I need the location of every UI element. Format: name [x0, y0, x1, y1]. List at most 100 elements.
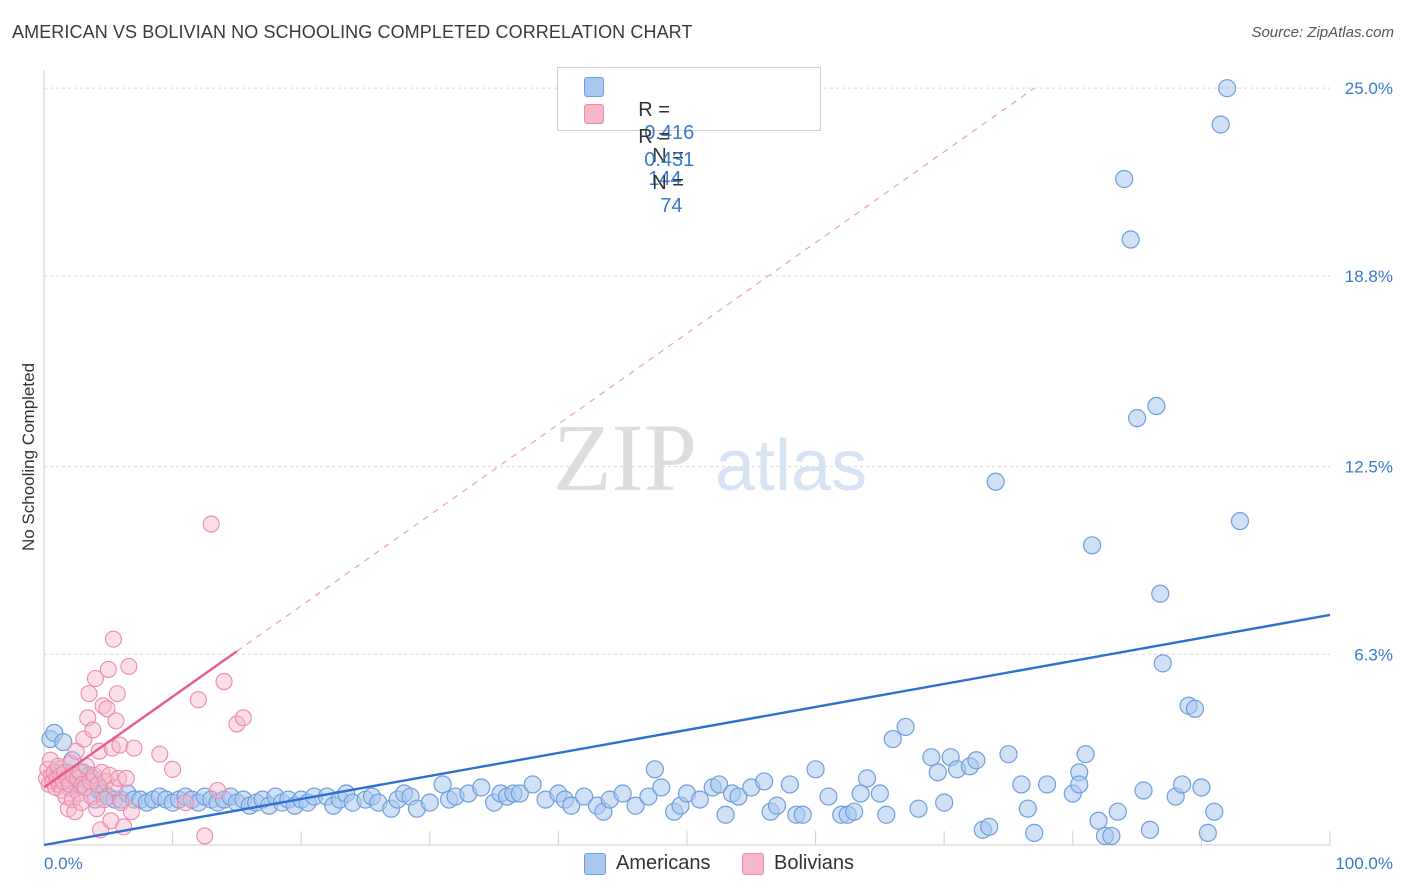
american-point — [935, 793, 954, 812]
legend-row-bolivians: R = 0.431 N = 74 — [616, 103, 694, 217]
bolivian-point — [125, 739, 143, 757]
american-point — [1012, 775, 1031, 794]
american-point — [652, 778, 671, 797]
american-point — [575, 787, 594, 806]
bolivian-point — [99, 660, 117, 678]
american-point — [690, 790, 709, 809]
tick-labels: 6.3% 12.5% 18.8% 25.0% 0.0% 100.0% — [44, 79, 1393, 873]
american-point — [1173, 775, 1192, 794]
american-point — [851, 784, 870, 803]
bolivian-point — [176, 794, 195, 812]
american-points — [41, 79, 1250, 846]
american-point — [523, 775, 542, 794]
watermark: ZIP atlas — [553, 404, 867, 511]
american-point — [626, 796, 645, 815]
chart-title: AMERICAN VS BOLIVIAN NO SCHOOLING COMPLE… — [12, 22, 693, 42]
bolivian-point — [122, 803, 140, 821]
legend-n-value-americans: 144 — [648, 168, 682, 190]
american-point — [613, 784, 632, 803]
bolivian-point — [98, 700, 116, 718]
american-point — [877, 805, 896, 824]
american-point — [710, 775, 729, 794]
american-trend-line — [43, 613, 1331, 847]
source-credit: Source: ZipAtlas.com — [1251, 24, 1394, 41]
trend-lines — [43, 87, 1331, 847]
american-point — [1192, 778, 1211, 797]
american-point — [767, 796, 787, 815]
bolivian-point — [107, 712, 125, 730]
american-point — [562, 796, 581, 815]
legend-row-americans: R = 0.416 N = 144 — [616, 76, 694, 190]
bolivian-point — [234, 709, 252, 727]
bolivian-point — [108, 685, 126, 703]
bolivian-point — [66, 803, 84, 821]
american-point — [793, 805, 812, 824]
american-point — [1147, 396, 1166, 416]
bolivian-point — [151, 745, 169, 763]
y-tick-label: 12.5% — [1345, 458, 1393, 477]
american-point — [909, 799, 928, 818]
american-point — [1121, 230, 1140, 249]
american-point — [1211, 115, 1230, 134]
legend-swatch-bolivians — [742, 853, 764, 875]
watermark-atlas: atlas — [715, 426, 867, 506]
grid-lines — [44, 87, 1330, 655]
american-point — [857, 769, 877, 788]
legend-n-value-bolivians: 74 — [660, 195, 683, 217]
american-point — [986, 472, 1005, 491]
y-tick-label: 6.3% — [1354, 645, 1393, 664]
legend-r-label: R = — [638, 126, 670, 148]
american-point — [1151, 584, 1170, 603]
legend-swatch-americans — [584, 77, 604, 97]
american-point — [1070, 775, 1089, 794]
american-point — [755, 772, 774, 791]
american-point — [780, 775, 799, 794]
bolivian-point — [75, 730, 93, 748]
bolivian-point — [90, 742, 108, 760]
bolivian-point — [209, 781, 227, 800]
american-point — [1140, 820, 1160, 839]
stats-legend: R = 0.416 N = 144 R = 0.431 N = 74 — [557, 67, 821, 217]
legend-label-americans: Americans — [616, 852, 711, 874]
american-point — [922, 748, 941, 767]
american-point — [819, 787, 838, 806]
bolivian-point — [215, 672, 233, 691]
american-point — [716, 805, 735, 824]
american-point — [1115, 169, 1134, 189]
american-point — [896, 717, 915, 737]
bolivian-point — [106, 778, 124, 797]
american-point — [1037, 775, 1057, 794]
american-point — [883, 729, 902, 749]
american-point — [1134, 781, 1153, 800]
american-point — [806, 760, 825, 779]
legend-r-value-bolivians: 0.431 — [644, 149, 695, 171]
american-point — [510, 784, 529, 803]
bolivian-point — [228, 715, 246, 733]
bolivian-point — [196, 827, 214, 845]
american-point — [1218, 79, 1237, 98]
american-point — [1153, 654, 1172, 673]
american-point — [1102, 826, 1121, 846]
american-point — [1230, 511, 1250, 531]
american-point — [639, 787, 658, 806]
legend-n-label: N = — [652, 145, 684, 167]
bolivian-point — [80, 685, 98, 703]
bolivian-point — [95, 791, 113, 809]
american-point — [729, 787, 748, 806]
bolivian-point — [189, 691, 207, 709]
american-point — [1076, 745, 1095, 764]
bolivian-point — [117, 769, 135, 787]
legend-n-label: N = — [652, 172, 684, 194]
american-point — [1198, 823, 1217, 842]
legend-swatch-americans — [584, 853, 606, 875]
watermark-zip: ZIP — [553, 404, 697, 511]
legend-r-label: R = — [638, 99, 670, 121]
bolivian-trend-line — [43, 650, 238, 789]
american-point — [645, 760, 664, 779]
bolivian-point — [202, 515, 220, 533]
american-point — [967, 751, 986, 770]
bolivian-point — [104, 630, 122, 648]
bolivian-point — [84, 721, 102, 739]
american-point — [870, 784, 890, 803]
x-tick-label-min: 0.0% — [44, 854, 83, 873]
